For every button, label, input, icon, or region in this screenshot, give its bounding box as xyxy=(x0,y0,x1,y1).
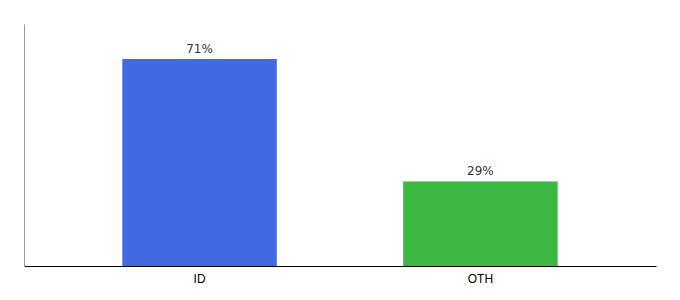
chart-container: ID OTH 71% 29% xyxy=(0,0,680,300)
data-label: 71% xyxy=(186,42,213,56)
x-tick-label: OTH xyxy=(468,272,493,286)
x-axis: ID OTH xyxy=(25,266,657,286)
y-axis-line xyxy=(24,25,25,267)
chart-svg: ID OTH 71% 29% xyxy=(0,0,680,300)
plot: ID OTH 71% 29% xyxy=(25,25,657,286)
x-tick: ID xyxy=(194,266,206,286)
data-labels: 71% 29% xyxy=(186,42,494,178)
y-axis xyxy=(24,25,25,267)
data-label: 29% xyxy=(467,164,494,178)
bars xyxy=(122,59,557,266)
x-tick-label: ID xyxy=(194,272,206,286)
x-axis-line xyxy=(25,266,657,267)
x-tick: OTH xyxy=(468,266,493,286)
bar xyxy=(122,59,276,266)
bar xyxy=(403,181,557,266)
